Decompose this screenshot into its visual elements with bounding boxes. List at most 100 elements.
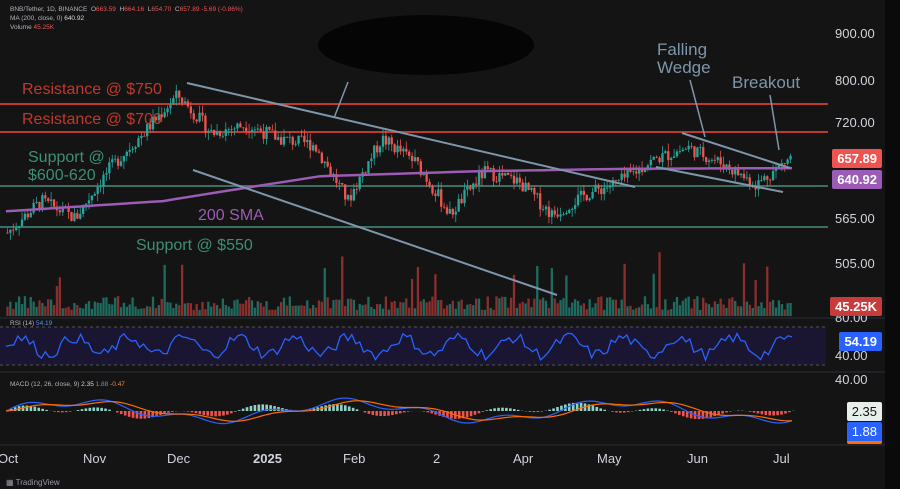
volume-bar: [346, 298, 350, 316]
candle-body: [437, 189, 440, 196]
macd-histogram-bar: [685, 411, 689, 418]
volume-bar: [64, 307, 67, 316]
volume-bar: [585, 309, 588, 316]
macd-histogram-bar: [84, 408, 88, 411]
volume-bar: [297, 305, 300, 316]
tradingview-logo[interactable]: ▦ TradingView: [6, 478, 60, 487]
macd-histogram-bar: [579, 402, 583, 411]
volume-bar: [480, 309, 484, 316]
candle-body: [329, 166, 332, 175]
candle-body: [579, 190, 583, 195]
redaction-blob: [318, 15, 534, 75]
macd-histogram-bar: [371, 411, 375, 415]
volume-bar: [108, 303, 111, 316]
macd-tick: 40.00: [835, 372, 868, 387]
price-axis[interactable]: 900.00 800.00 720.00 565.00 505.00: [835, 26, 875, 271]
candle-body: [422, 173, 425, 176]
candle-body: [658, 157, 661, 163]
candles: [6, 84, 792, 240]
candle-body: [20, 219, 24, 227]
volume-bar: [440, 299, 443, 316]
candle-body: [300, 135, 303, 137]
macd-histogram-bar: [689, 411, 693, 419]
volume-bar: [201, 302, 204, 316]
macd-histogram-bar: [780, 411, 783, 415]
volume-bar: [131, 297, 134, 316]
candle-body: [367, 161, 370, 173]
volume-bar: [384, 296, 388, 316]
macd-histogram-bar: [76, 410, 80, 411]
macd-legend[interactable]: MACD (12, 26, close, 9) 2.35 1.88 -0.47: [10, 380, 125, 389]
volume-bar: [58, 277, 62, 316]
candle-body: [408, 151, 411, 156]
time-label: Feb: [343, 451, 365, 466]
candle-body: [259, 128, 262, 132]
candle-body: [742, 173, 746, 179]
candle-body: [230, 129, 233, 130]
rsi-legend[interactable]: RSI (14) 54.19: [10, 319, 52, 328]
volume-bar: [73, 303, 76, 316]
candle-body: [76, 213, 79, 219]
macd-histogram-bar: [587, 404, 591, 411]
candle-body: [725, 164, 728, 170]
candle-body: [675, 151, 679, 157]
volume-legend[interactable]: Volume 45.25K: [10, 23, 54, 32]
candle-body: [23, 213, 27, 220]
candle-body: [364, 172, 367, 174]
candle-body: [195, 119, 198, 122]
candle-body: [512, 175, 516, 184]
volume-bar: [172, 308, 175, 316]
ma-value: 640.92: [64, 15, 85, 22]
macd-histogram-bar: [336, 404, 339, 411]
volume-bar: [189, 303, 193, 316]
candle-body: [105, 173, 108, 175]
candle-body: [262, 131, 265, 139]
candle-body: [652, 156, 655, 160]
volume-bar: [643, 296, 647, 316]
macd-histogram-bar: [214, 411, 217, 417]
volume-bar: [55, 286, 59, 316]
volume-bar: [780, 304, 783, 316]
volume-bar: [329, 308, 332, 316]
candle-body: [588, 198, 591, 201]
right-scrollbar[interactable]: [885, 0, 900, 489]
volume-bar: [116, 296, 120, 316]
candle-body: [32, 202, 35, 213]
volume-bar: [547, 308, 551, 316]
volume-bar: [672, 301, 676, 316]
rsi-band: [0, 327, 826, 365]
macd-value-3: -0.47: [110, 381, 125, 388]
wedge-lower-line: [655, 166, 784, 193]
volume-bar: [745, 301, 749, 316]
signal-tag: 1.88: [846, 422, 882, 444]
volume-bar: [568, 307, 571, 316]
time-axis[interactable]: Oct Nov Dec 2025 Feb 2 Apr May Jun Jul: [0, 451, 790, 466]
volume-bar: [477, 298, 481, 316]
volume-bar: [207, 301, 210, 316]
volume-bar: [271, 309, 274, 316]
volume-bar: [198, 309, 201, 316]
volume-bar: [472, 305, 475, 316]
volume-bar: [87, 301, 91, 316]
macd-histogram-bar: [206, 411, 210, 416]
candle-body: [783, 163, 786, 164]
macd-histogram-bar: [674, 411, 677, 414]
ma-legend[interactable]: MA (200, close, 0) 640.92: [10, 14, 84, 23]
candle-body: [341, 182, 344, 185]
candle-body: [157, 114, 160, 121]
macd-histogram-bar: [13, 407, 17, 411]
candle-body: [207, 130, 210, 133]
candle-body: [326, 161, 329, 167]
volume-bar: [431, 296, 434, 316]
macd-histogram-bar: [528, 411, 532, 412]
candle-body: [748, 177, 751, 186]
candle-body: [26, 213, 29, 218]
candle-body: [102, 174, 105, 187]
candle-body: [713, 159, 717, 161]
volume-bar: [489, 307, 492, 316]
volume-bar: [335, 299, 338, 316]
volume-bar: [288, 296, 291, 316]
symbol-legend[interactable]: BNB/Tether, 1D, BINANCE O663.59 H664.16 …: [10, 5, 243, 14]
macd-histogram-bar: [489, 409, 492, 411]
